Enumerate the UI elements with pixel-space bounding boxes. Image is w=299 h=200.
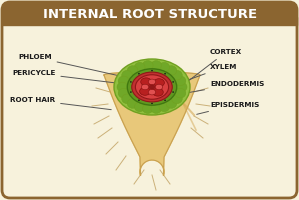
- Ellipse shape: [149, 85, 155, 89]
- Ellipse shape: [151, 61, 161, 70]
- FancyBboxPatch shape: [2, 2, 297, 198]
- Ellipse shape: [118, 76, 129, 86]
- Ellipse shape: [151, 104, 161, 113]
- Ellipse shape: [154, 79, 164, 87]
- Ellipse shape: [151, 70, 153, 71]
- Ellipse shape: [122, 70, 132, 80]
- Ellipse shape: [138, 100, 140, 101]
- Ellipse shape: [141, 78, 152, 86]
- Ellipse shape: [172, 70, 182, 80]
- Ellipse shape: [114, 59, 190, 115]
- Ellipse shape: [127, 99, 138, 108]
- Ellipse shape: [172, 91, 174, 93]
- Ellipse shape: [127, 69, 177, 105]
- Ellipse shape: [175, 76, 186, 86]
- Ellipse shape: [142, 61, 153, 70]
- Ellipse shape: [159, 102, 170, 112]
- Ellipse shape: [148, 89, 156, 95]
- Ellipse shape: [140, 87, 150, 95]
- Ellipse shape: [135, 75, 169, 99]
- Polygon shape: [104, 72, 200, 176]
- Ellipse shape: [151, 103, 153, 104]
- Ellipse shape: [148, 79, 156, 85]
- Text: CORTEX: CORTEX: [189, 49, 242, 80]
- Polygon shape: [2, 17, 297, 25]
- Text: ENDODERMIS: ENDODERMIS: [177, 81, 264, 95]
- Text: PERICYCLE: PERICYCLE: [12, 70, 130, 85]
- Ellipse shape: [152, 88, 163, 96]
- Ellipse shape: [130, 91, 132, 93]
- Ellipse shape: [127, 66, 138, 75]
- Ellipse shape: [172, 94, 182, 104]
- Ellipse shape: [122, 94, 132, 104]
- Text: ROOT HAIR: ROOT HAIR: [10, 97, 111, 110]
- Ellipse shape: [142, 104, 153, 113]
- Text: PHLOEM: PHLOEM: [18, 54, 144, 81]
- Ellipse shape: [175, 88, 186, 98]
- Ellipse shape: [176, 82, 187, 92]
- Ellipse shape: [141, 84, 149, 90]
- Ellipse shape: [118, 88, 129, 98]
- Ellipse shape: [164, 73, 166, 74]
- Ellipse shape: [117, 82, 128, 92]
- Ellipse shape: [130, 81, 132, 83]
- Ellipse shape: [172, 81, 174, 83]
- Ellipse shape: [134, 62, 145, 72]
- Ellipse shape: [164, 100, 166, 101]
- Ellipse shape: [166, 66, 177, 75]
- Text: XYLEM: XYLEM: [163, 64, 237, 89]
- Ellipse shape: [138, 73, 140, 74]
- Ellipse shape: [132, 72, 172, 102]
- Ellipse shape: [155, 84, 163, 90]
- Text: INTERNAL ROOT STRUCTURE: INTERNAL ROOT STRUCTURE: [43, 7, 257, 21]
- Ellipse shape: [159, 62, 170, 72]
- Ellipse shape: [166, 99, 177, 108]
- Ellipse shape: [134, 102, 145, 112]
- Text: EPISDERMIS: EPISDERMIS: [197, 102, 259, 114]
- FancyBboxPatch shape: [2, 2, 297, 25]
